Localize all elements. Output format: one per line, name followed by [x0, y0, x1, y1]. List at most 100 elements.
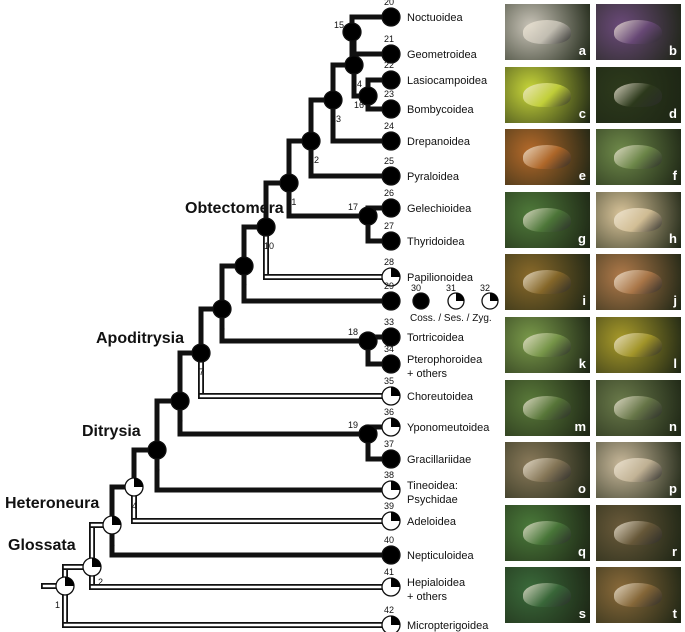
legend-number: 32: [480, 283, 490, 293]
taxon-label: Adeloidea: [407, 516, 457, 528]
moth-silhouette: [523, 333, 571, 357]
node-1-fill: [65, 577, 74, 586]
specimen-photo: i: [505, 254, 590, 311]
legend-number: 31: [446, 283, 456, 293]
photo-label: a: [578, 43, 586, 58]
taxon-label: Papilionoidea: [407, 272, 474, 284]
tip-number: 41: [384, 567, 394, 577]
node-13: [323, 90, 343, 110]
moth-silhouette: [614, 207, 662, 232]
specimen-photo: f: [596, 129, 681, 186]
node-3-fill: [112, 516, 121, 525]
specimen-photo: n: [596, 379, 681, 436]
moth-silhouette: [523, 270, 571, 295]
photo-label: k: [578, 356, 586, 371]
taxon-label-line2: + others: [407, 591, 448, 603]
node-number: 8: [220, 323, 225, 333]
tip-42-fill: [391, 616, 400, 625]
taxon-label-line2: + others: [407, 368, 448, 380]
taxon-label: Yponomeutoidea: [407, 422, 490, 434]
specimen-photo: j: [596, 254, 681, 311]
legend-symbol-fill: [490, 293, 498, 301]
tip-number: 33: [384, 317, 394, 327]
tip-number: 42: [384, 605, 394, 615]
node-9: [234, 256, 254, 276]
node-number: 6: [178, 415, 183, 425]
moth-silhouette: [523, 207, 571, 232]
moth-silhouette: [614, 583, 662, 608]
specimen-photo: q: [505, 504, 590, 561]
node-16: [358, 86, 378, 106]
moth-silhouette: [614, 82, 662, 107]
node-number: 10: [264, 241, 274, 251]
photo-label: e: [578, 168, 586, 184]
node-number: 9: [242, 280, 247, 290]
legend-symbol: [412, 292, 430, 310]
specimen-photo: h: [596, 191, 681, 248]
moth-silhouette: [523, 20, 571, 44]
clade-label: Apoditrysia: [96, 330, 184, 347]
taxon-label: Pterophoroidea: [407, 354, 483, 366]
tip-number: 34: [384, 344, 394, 354]
tip-22: [381, 70, 401, 90]
specimen-photo: r: [596, 504, 681, 561]
node-11: [279, 173, 299, 193]
tip-39-fill: [391, 512, 400, 521]
node-14: [344, 55, 364, 75]
tip-number: 28: [384, 257, 394, 267]
photo-label: l: [673, 356, 677, 371]
photo-label: i: [582, 293, 586, 309]
moth-silhouette: [614, 270, 662, 295]
photo-label: c: [578, 105, 586, 121]
node-number: 17: [348, 202, 358, 212]
tip-number: 25: [384, 156, 394, 166]
tip-number: 36: [384, 407, 394, 417]
tip-20: [381, 7, 401, 27]
photo-label: n: [669, 418, 677, 434]
tip-number: 22: [384, 60, 394, 70]
moth-silhouette: [614, 395, 662, 420]
node-12: [301, 131, 321, 151]
specimen-photo: t: [596, 567, 681, 624]
taxon-label: Tineoidea:: [407, 480, 458, 492]
moth-silhouette: [523, 520, 571, 545]
specimen-photo: e: [505, 129, 590, 186]
moth-silhouette: [523, 395, 571, 420]
moth-silhouette: [523, 458, 571, 483]
node-17: [358, 206, 378, 226]
node-number: 7: [199, 367, 204, 377]
taxon-label-line2: Psychidae: [407, 494, 458, 506]
tip-41-fill: [391, 578, 400, 587]
tip-33: [381, 327, 401, 347]
specimen-photo: s: [505, 567, 590, 624]
clade-label: Ditrysia: [82, 423, 141, 440]
taxon-label: Hepialoidea: [407, 577, 466, 589]
photo-label: r: [671, 543, 677, 559]
photo-label: f: [672, 168, 677, 184]
taxon-label: Bombycoidea: [407, 104, 475, 116]
tip-36-fill: [391, 418, 400, 427]
taxon-label: Gelechioidea: [407, 203, 472, 215]
tip-40: [381, 545, 401, 565]
legend-number: 30: [411, 283, 421, 293]
photo-label: m: [574, 418, 586, 434]
moth-silhouette: [614, 458, 662, 483]
tip-number: 29: [384, 281, 394, 291]
tip-number: 35: [384, 376, 394, 386]
photo-label: t: [672, 606, 677, 622]
specimen-photo-panel: a b c d e f g h i j k l m n o p q r s t: [500, 0, 685, 632]
node-number: 1: [55, 600, 60, 610]
tip-29: [381, 291, 401, 311]
tip-number: 39: [384, 501, 394, 511]
node-19: [358, 424, 378, 444]
node-2-fill: [92, 558, 101, 567]
photo-label: j: [673, 293, 677, 309]
node-number: 14: [352, 79, 362, 89]
taxon-label: Drepanoidea: [407, 136, 471, 148]
specimen-photo: a: [505, 4, 590, 60]
tip-21: [381, 44, 401, 64]
photo-label: h: [669, 230, 677, 246]
clade-label: Heteroneura: [5, 495, 99, 512]
tip-number: 27: [384, 221, 394, 231]
node-number: 5: [155, 464, 160, 474]
